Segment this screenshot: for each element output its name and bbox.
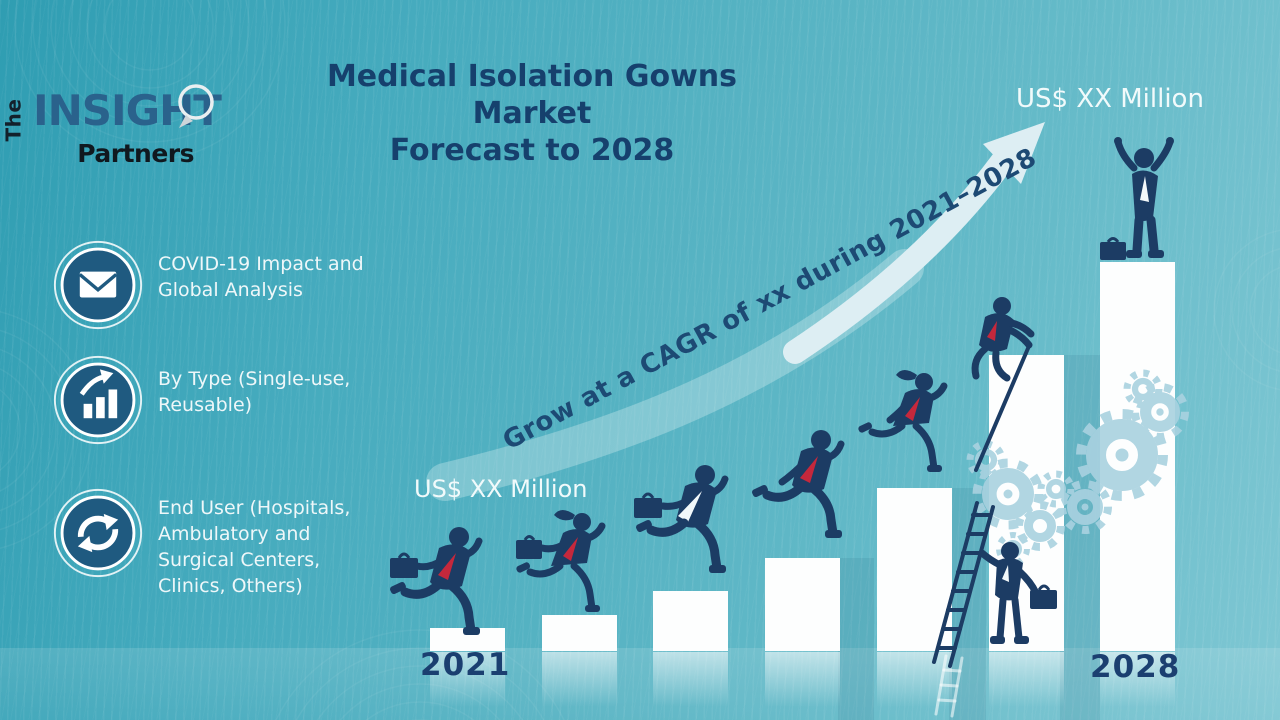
bar-reflection <box>653 652 728 707</box>
feature-end-user-text: End User (Hospitals, Ambulatory and Surg… <box>158 497 351 597</box>
magnifier-icon <box>178 84 214 128</box>
businessman-runner-1 <box>390 527 483 635</box>
logo-suffix: Partners <box>77 139 194 168</box>
bar-reflection <box>430 652 505 707</box>
bar-year-4 <box>765 558 840 651</box>
title-line-1: Medical Isolation Gowns Market <box>326 59 738 131</box>
ladder-reflection <box>934 654 964 718</box>
year-label-start: 2021 <box>420 647 511 683</box>
gears-icon <box>966 369 1189 566</box>
floor-highlight <box>0 648 1280 720</box>
businessman-at-ladder <box>978 542 1057 644</box>
logo-prefix: The <box>1 98 26 142</box>
bar-reflections <box>430 652 1175 707</box>
bar-reflection <box>765 652 840 707</box>
logo-name: INSIGHT <box>33 86 222 135</box>
businesswoman-runner-2 <box>858 370 948 472</box>
feature-by-type-text: By Type (Single-use, Reusable) <box>158 368 351 416</box>
feature-covid: COVID-19 Impact and Global Analysis <box>52 239 364 331</box>
title-line-2: Forecast to 2028 <box>389 133 675 168</box>
businessman-climber <box>971 297 1035 382</box>
bar-year-2 <box>542 615 617 651</box>
page-title: Medical Isolation Gowns Market Forecast … <box>272 58 792 169</box>
feature-by-type: By Type (Single-use, Reusable) <box>52 354 350 446</box>
bar-year-3 <box>653 591 728 651</box>
feature-end-user: End User (Hospitals, Ambulatory and Surg… <box>52 487 350 597</box>
businesswoman-runner <box>516 510 606 612</box>
value-label-2028: US$ XX Million <box>1016 84 1204 114</box>
growth-arrow <box>426 122 1045 501</box>
arrowhead-icon <box>983 122 1045 184</box>
ladder <box>932 501 995 668</box>
growth-bar-chart-icon <box>53 355 143 445</box>
year-label-end: 2028 <box>1090 649 1181 685</box>
bar-reflection <box>1100 652 1175 707</box>
businessman-runner-3 <box>752 430 845 538</box>
feature-covid-text: COVID-19 Impact and Global Analysis <box>158 253 364 301</box>
envelope-icon <box>53 240 143 330</box>
bar-2021 <box>430 628 505 651</box>
bar-reflection <box>542 652 617 707</box>
climbing-pole <box>974 344 1031 472</box>
circular-arrows-icon <box>53 488 143 578</box>
businessman-runner-2 <box>634 465 729 573</box>
bar-year-5 <box>877 488 952 651</box>
value-label-2021: US$ XX Million <box>414 475 588 503</box>
company-logo: The INSIGHT Partners <box>1 42 226 168</box>
bar-reflection <box>989 652 1064 707</box>
businessman-celebrating <box>1100 137 1174 260</box>
